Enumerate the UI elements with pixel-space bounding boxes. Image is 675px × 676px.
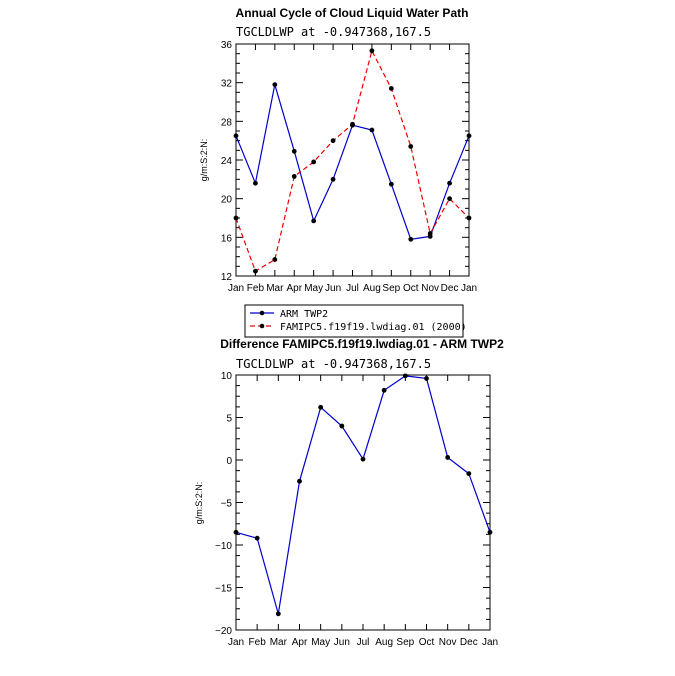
chart1-xtick-label: Oct [403, 283, 419, 294]
chart2-ylabel: g/m:S:2:N: [194, 482, 204, 525]
chart2-point-s1 [297, 478, 302, 484]
chart1-point-s2 [253, 268, 258, 274]
chart1-ytick-label: 32 [221, 79, 233, 90]
chart1-ylabel: g/m:S:2:N: [199, 139, 209, 182]
chart2-xtick-label: Nov [439, 637, 457, 648]
chart1-xtick-label: Feb [247, 283, 265, 294]
chart1-point-s2 [466, 215, 472, 221]
chart1-point-s1 [447, 180, 452, 186]
chart1-xtick-label: Dec [441, 283, 459, 294]
chart1-ytick-label: 20 [221, 195, 233, 206]
chart1-point-s2 [311, 159, 317, 165]
chart1-xtick-label: Aug [363, 283, 381, 294]
chart1-subtitle: TGCLDLWP at -0.947368,167.5 [236, 25, 431, 39]
chart2-ytick-label: −10 [215, 541, 232, 552]
chart2-point-s1 [339, 423, 345, 429]
chart1-point-s1 [291, 148, 297, 154]
chart1-point-s1 [233, 133, 239, 139]
chart2-series-line-1 [235, 375, 491, 615]
chart2-point-s1 [275, 611, 281, 617]
chart1-plot-frame [235, 43, 470, 277]
chart2-point-s1 [424, 376, 429, 381]
chart2-xtick-label: Jan [482, 637, 498, 648]
legend-marker-model [259, 323, 265, 329]
chart2-xtick-label: Jul [357, 637, 370, 648]
chart1-point-s2 [272, 257, 278, 262]
chart2-ytick-label: 0 [226, 456, 232, 467]
chart1-point-s2 [369, 48, 375, 54]
chart2-xtick-label: Jan [228, 637, 244, 648]
chart2-xtick-label: Mar [270, 637, 288, 648]
chart1-point-s1 [330, 176, 336, 182]
chart1-point-s1 [369, 127, 375, 133]
chart1-point-s2 [291, 174, 297, 179]
chart2-ytick-label: −5 [221, 499, 233, 510]
chart1-xtick-label: Apr [286, 283, 302, 294]
chart1-xtick-label: Mar [266, 283, 284, 294]
chart1-xtick-label: Jul [346, 283, 359, 294]
chart2-point-s1 [381, 387, 387, 393]
chart1-point-s1 [311, 218, 317, 224]
chart2-point-s1 [487, 529, 493, 535]
chart1-point-s1 [408, 236, 414, 242]
chart1-legend [244, 304, 464, 338]
chart1-xtick-label: Nov [421, 283, 439, 294]
chart1-ytick-label: 12 [221, 272, 233, 283]
chart2-xtick-label: Aug [375, 637, 393, 648]
chart1-point-s1 [388, 181, 394, 187]
chart2-xtick-label: May [311, 637, 330, 648]
legend-label-model: FAMIPC5.f19f19.lwdiag.01 (2000) [280, 322, 467, 333]
chart1-xtick-label: Jan [461, 283, 477, 294]
chart1-point-s2 [388, 86, 394, 91]
chart2-xtick-label: Feb [249, 637, 267, 648]
chart1-series-line-2 [235, 49, 470, 273]
chart1-xtick-label: Jan [228, 283, 244, 294]
chart1-xtick-label: Sep [382, 283, 400, 294]
chart2-point-s1 [233, 529, 239, 535]
chart1-point-s2 [447, 196, 452, 202]
chart2-ytick-label: 5 [226, 414, 232, 425]
chart2-subtitle: TGCLDLWP at -0.947368,167.5 [236, 357, 431, 371]
chart1-ytick-label: 16 [221, 233, 233, 244]
chart2-title: Difference FAMIPC5.f19f19.lwdiag.01 - AR… [220, 337, 504, 351]
chart2-point-s1 [466, 471, 472, 476]
legend-marker-arm [259, 310, 265, 316]
chart1-point-s1 [272, 82, 278, 87]
chart1-point-s2 [408, 144, 414, 149]
chart2-plot-frame [235, 374, 491, 631]
chart2-point-s1 [360, 456, 366, 462]
chart2-xtick-label: Oct [419, 637, 435, 648]
chart1-point-s1 [466, 133, 472, 139]
chart2-point-s1 [402, 373, 408, 379]
chart1-point-s2 [330, 138, 336, 144]
chart1-point-s2 [350, 121, 355, 127]
chart1-xtick-label: May [304, 283, 323, 294]
chart1-point-s2 [233, 215, 239, 221]
legend-label-arm: ARM TWP2 [280, 309, 328, 320]
chart1-xtick-label: Jun [325, 283, 341, 294]
chart1-point-s2 [427, 231, 433, 236]
chart1-ytick-label: 28 [221, 117, 233, 128]
chart1-series-line-1 [235, 84, 470, 240]
chart1-point-s1 [253, 180, 258, 186]
chart2-xtick-label: Sep [396, 637, 414, 648]
chart2-point-s1 [254, 535, 260, 541]
chart2-ytick-label: −15 [215, 584, 232, 595]
chart2-point-s1 [318, 404, 324, 410]
chart1-title: Annual Cycle of Cloud Liquid Water Path [236, 6, 469, 20]
chart1-ytick-label: 36 [221, 40, 233, 51]
chart2-xtick-label: Dec [460, 637, 478, 648]
chart2-ytick-label: −20 [215, 626, 232, 637]
chart2-xtick-label: Apr [292, 637, 308, 648]
chart2-point-s1 [445, 455, 451, 460]
chart2-ytick-label: 10 [221, 371, 233, 382]
chart1-ytick-label: 24 [221, 156, 233, 167]
chart2-xtick-label: Jun [334, 637, 350, 648]
